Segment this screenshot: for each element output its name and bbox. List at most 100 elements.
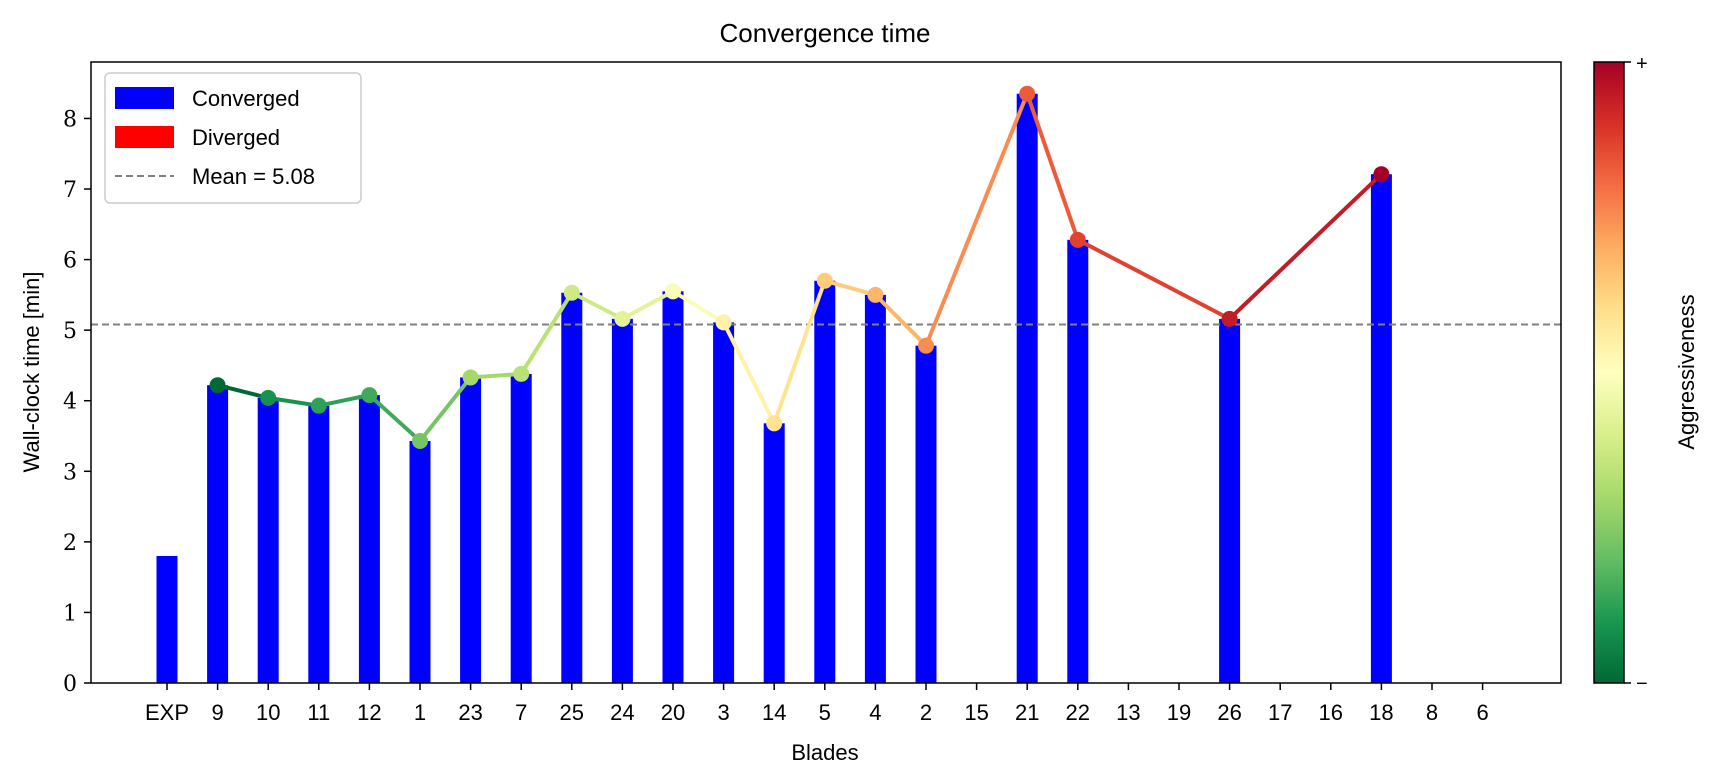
line-segment-7-25 (519, 290, 574, 376)
point-9 (209, 377, 226, 394)
colorbar-label: Aggressiveness (1674, 294, 1699, 449)
colorbar-gradient (1593, 61, 1625, 684)
x-tick-label: EXP (145, 700, 189, 725)
x-tick-label: 18 (1369, 700, 1393, 725)
line-segment-9-10 (215, 383, 271, 400)
line-segment-24-20 (620, 289, 675, 321)
x-tick-label: 15 (964, 700, 988, 725)
y-tick-label: 8 (63, 107, 77, 132)
x-tick-label: 4 (869, 700, 881, 725)
x-tick-label: 19 (1167, 700, 1191, 725)
bar-21 (1016, 93, 1038, 684)
colorbar: + − Aggressiveness (1593, 53, 1699, 695)
bar-2 (915, 345, 937, 683)
x-tick-label: 16 (1319, 700, 1343, 725)
x-tick-label: 11 (307, 700, 330, 725)
line-segment-26-18 (1227, 172, 1384, 321)
bar-1 (409, 440, 431, 683)
point-10 (260, 389, 277, 406)
legend-label: Mean = 5.08 (192, 164, 315, 189)
bar-25 (561, 292, 583, 683)
point-21 (1019, 85, 1036, 102)
x-axis-label: Blades (791, 740, 858, 765)
x-tick-label: 8 (1426, 700, 1438, 725)
point-22 (1069, 231, 1086, 248)
point-24 (614, 310, 631, 327)
y-tick-label: 1 (63, 601, 77, 626)
chart-title: Convergence time (720, 18, 931, 48)
bar-3 (713, 322, 735, 683)
line-segment-10-11 (266, 395, 321, 408)
x-tick-label: 10 (256, 700, 280, 725)
y-tick-label: 6 (63, 249, 77, 274)
point-2 (918, 337, 934, 354)
plot-frame (90, 61, 1562, 684)
legend-swatch-converged (115, 87, 174, 109)
point-4 (867, 286, 884, 303)
line-segment-22-26 (1075, 237, 1232, 321)
line-segment-3-14 (721, 320, 777, 426)
bar-9 (207, 385, 229, 683)
point-14 (766, 415, 783, 432)
x-tick-label: 23 (458, 700, 482, 725)
line-segment-1-23 (418, 375, 473, 443)
x-tick-label: 17 (1268, 700, 1292, 725)
x-tick-label: 14 (762, 700, 786, 725)
y-tick-label: 3 (63, 460, 77, 485)
point-18 (1373, 166, 1390, 183)
legend-label: Diverged (192, 125, 280, 150)
legend-label: Converged (192, 86, 300, 111)
line-segment-23-7 (468, 371, 524, 380)
bar-24 (611, 318, 633, 683)
bar-26 (1219, 318, 1241, 683)
x-tick-label: 26 (1217, 700, 1241, 725)
legend: Converged Diverged Mean = 5.08 (104, 72, 362, 204)
bar-20 (662, 291, 684, 683)
line-segment-12-1 (367, 393, 422, 443)
line-segment-4-2 (873, 292, 928, 348)
line-segment-2-21 (924, 91, 1030, 348)
legend-swatch-diverged (115, 126, 174, 148)
x-tick-label: 24 (610, 700, 634, 725)
x-tick-label: 9 (211, 700, 223, 725)
line-segment-5-4 (822, 278, 878, 297)
point-26 (1221, 310, 1238, 327)
x-tick-label: 22 (1066, 700, 1090, 725)
y-tick-label: 4 (63, 390, 77, 415)
y-axis-label: Wall-clock time [min] (19, 272, 44, 473)
y-tick-label: 0 (63, 672, 77, 697)
point-23 (462, 369, 479, 386)
x-tick-label: 20 (661, 700, 685, 725)
bar-4 (864, 294, 886, 683)
line-segment-25-24 (569, 290, 625, 321)
bar-22 (1067, 239, 1089, 683)
point-25 (563, 284, 580, 301)
point-5 (816, 272, 833, 289)
x-tick-label: 12 (357, 700, 381, 725)
x-tick-label: 6 (1476, 700, 1488, 725)
x-tick-label: 3 (717, 700, 729, 725)
bar-12 (358, 395, 380, 683)
bar-11 (308, 405, 330, 683)
bar-EXP (156, 555, 178, 683)
bar-18 (1370, 174, 1392, 683)
x-tick-label: 5 (819, 700, 831, 725)
line-segment-14-5 (772, 278, 827, 426)
colorbar-tick-label-bottom: − (1636, 673, 1648, 695)
y-tick-label: 2 (63, 531, 77, 556)
colorbar-tick-label-top: + (1636, 53, 1648, 75)
line-segment-20-3 (671, 289, 726, 325)
x-tick-label: 25 (560, 700, 584, 725)
point-7 (513, 365, 530, 382)
y-tick-label: 5 (63, 319, 77, 344)
point-11 (310, 397, 327, 414)
y-tick-label: 7 (63, 178, 77, 203)
bar-23 (460, 377, 482, 683)
bar-10 (257, 397, 279, 683)
x-tick-label: 2 (920, 700, 932, 725)
line-segment-21-22 (1025, 91, 1080, 242)
point-20 (665, 283, 681, 300)
bar-5 (814, 280, 836, 683)
point-1 (412, 432, 428, 449)
